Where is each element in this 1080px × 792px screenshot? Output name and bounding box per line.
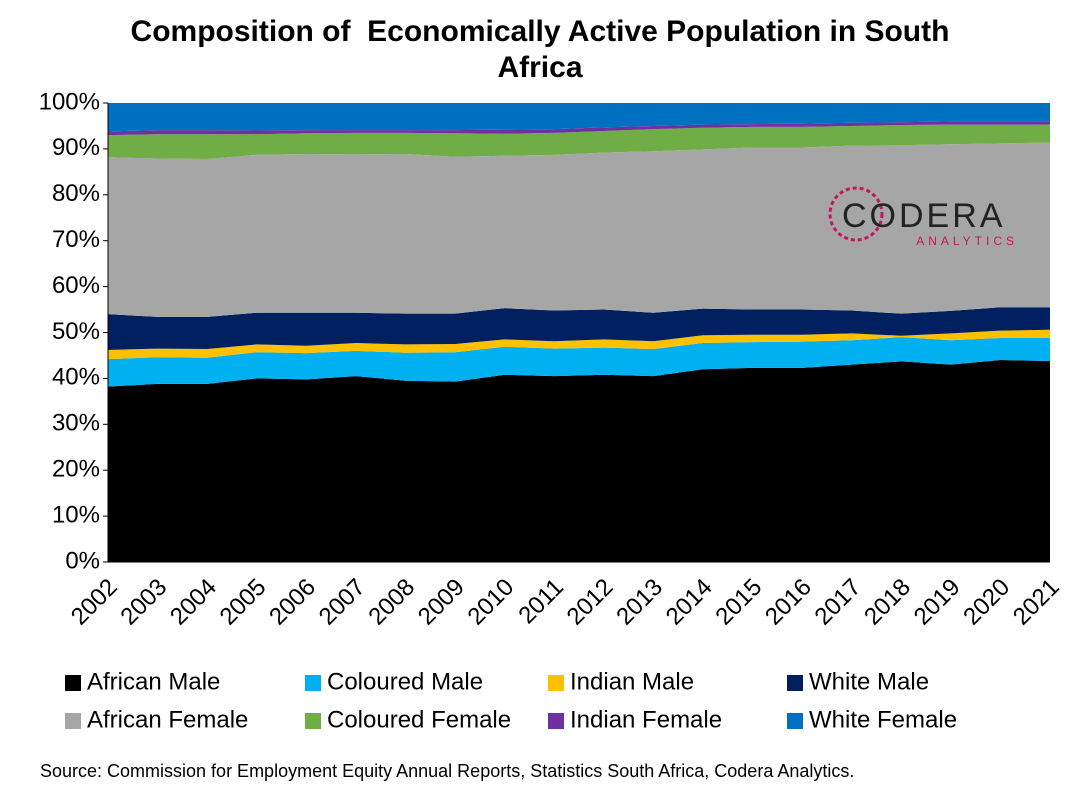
legend-label: Coloured Male [327, 668, 483, 695]
legend-swatch [787, 675, 803, 691]
x-tick-label: 2016 [760, 574, 817, 631]
x-tick-label: 2009 [413, 574, 470, 631]
x-tick-label: 2006 [264, 574, 321, 631]
logo-tagline: ANALYTICS [916, 234, 1018, 248]
x-tick-label: 2014 [661, 574, 718, 631]
legend-swatch [65, 675, 81, 691]
legend-swatch [787, 713, 803, 729]
x-tick-label: 2002 [66, 574, 123, 631]
y-tick-label: 10% [52, 501, 100, 528]
legend-swatch [65, 713, 81, 729]
logo-name: CODERA [842, 197, 1005, 235]
x-tick-label: 2008 [363, 574, 420, 631]
y-tick-label: 90% [52, 134, 100, 161]
y-tick-label: 80% [52, 180, 100, 207]
legend-label: Indian Male [570, 668, 694, 695]
area [108, 121, 1050, 136]
source-note: Source: Commission for Employment Equity… [40, 761, 854, 781]
x-tick-label: 2011 [513, 574, 569, 630]
y-tick-label: 0% [65, 547, 100, 574]
legend-swatch [548, 713, 564, 729]
area [108, 103, 1050, 132]
x-tick-label: 2007 [314, 574, 371, 631]
y-tick-label: 100% [39, 88, 100, 115]
legend-swatch [548, 675, 564, 691]
logo: CODERA ANALYTICS [828, 186, 1018, 248]
area [108, 329, 1050, 360]
legend-label: White Female [809, 706, 957, 733]
area [108, 142, 1050, 317]
x-tick-label: 2013 [611, 574, 668, 631]
y-tick-label: 60% [52, 272, 100, 299]
x-tick-label: 2017 [810, 574, 867, 631]
area [108, 307, 1050, 350]
legend-label: African Female [87, 706, 248, 733]
legend-swatch [305, 675, 321, 691]
x-tick-label: 2004 [165, 574, 222, 631]
area [108, 337, 1050, 387]
x-tick-label: 2018 [859, 574, 916, 631]
x-tick-label: 2021 [1008, 574, 1065, 631]
legend-label: African Male [87, 668, 220, 695]
y-tick-label: 50% [52, 318, 100, 345]
x-tick-label: 2003 [115, 574, 172, 631]
area [108, 124, 1050, 159]
legend-swatch [305, 713, 321, 729]
area [108, 360, 1050, 562]
x-tick-label: 2005 [215, 574, 272, 631]
y-tick-label: 40% [52, 364, 100, 391]
legend-label: Coloured Female [327, 706, 511, 733]
legend-label: White Male [809, 668, 929, 695]
y-tick-label: 20% [52, 456, 100, 483]
x-tick-label: 2010 [463, 574, 520, 631]
legend-label: Indian Female [570, 706, 722, 733]
logo-icon [828, 186, 884, 242]
x-tick-label: 2012 [562, 574, 619, 631]
chart-title: Composition of Economically Active Popul… [130, 15, 957, 84]
y-tick-label: 70% [52, 226, 100, 253]
x-tick-label: 2020 [958, 574, 1015, 631]
y-tick-label: 30% [52, 410, 100, 437]
x-tick-label: 2015 [710, 574, 767, 631]
x-tick-label: 2019 [909, 574, 966, 631]
